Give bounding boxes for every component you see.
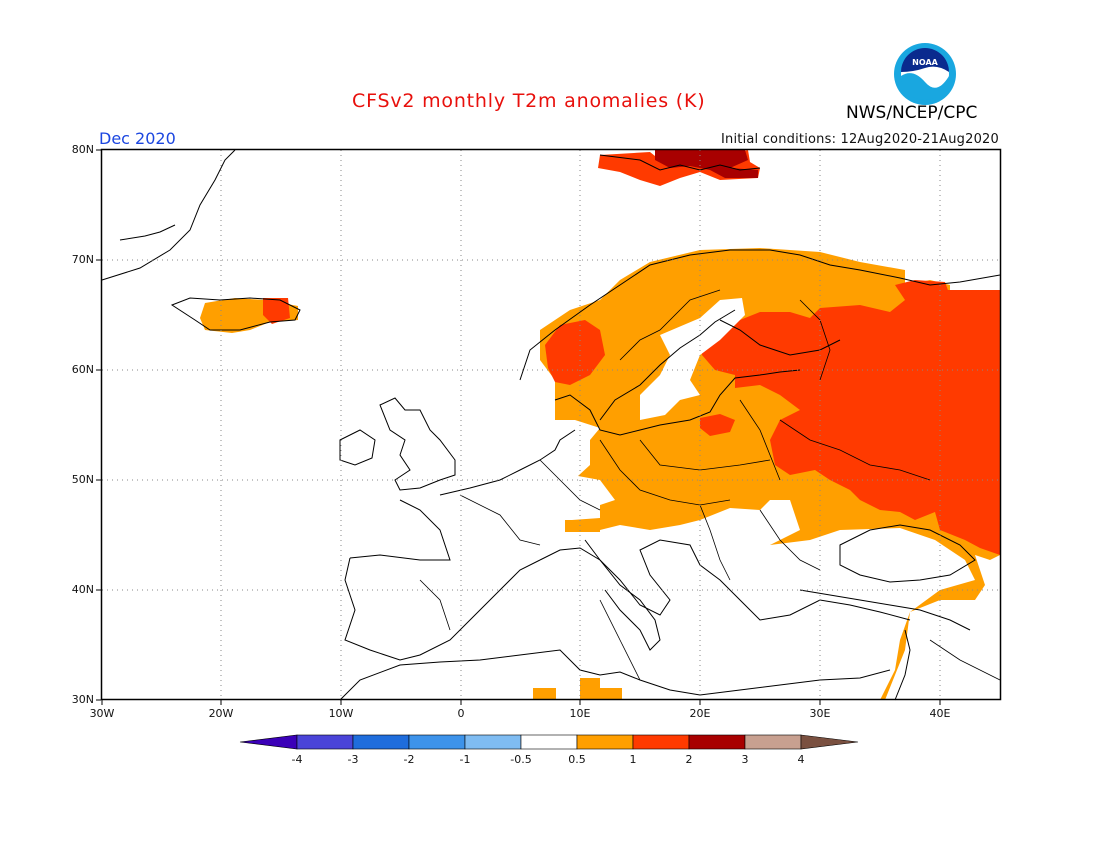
anomaly-area-iceland-east: [263, 298, 290, 324]
ireland-coast: [339, 429, 376, 466]
mediterranean-north: [539, 539, 911, 621]
lon-label-30w: 30W: [89, 707, 115, 720]
lat-label-70n: 70N: [71, 253, 94, 266]
coastlines: [101, 149, 1001, 701]
colorbar-label-0-5: 0.5: [568, 753, 586, 766]
lat-label-50n: 50N: [71, 473, 94, 486]
lat-label-30n: 30N: [71, 693, 94, 706]
turkey-coast: [799, 589, 971, 631]
initial-conditions-label: Initial conditions: 12Aug2020-21Aug2020: [720, 132, 999, 147]
anomaly-gap-balkans: [700, 500, 800, 545]
colorbar-label-3: 3: [741, 753, 749, 766]
colorbar-label-1: 1: [629, 753, 637, 766]
anomaly-area-russia-hot: [702, 290, 1000, 555]
lon-label-20w: 20W: [208, 707, 234, 720]
lat-label-80n: 80N: [71, 143, 94, 156]
lat-label-40n: 40N: [71, 583, 94, 596]
black-sea-coast: [839, 524, 976, 583]
levant-coast: [894, 629, 911, 701]
lon-label-0: 0: [457, 707, 465, 720]
norway-coast: [519, 249, 1001, 381]
lat-label-60n: 60N: [71, 363, 94, 376]
noaa-logo-text: NOAA: [912, 58, 938, 67]
map-title: CFSv2 monthly T2m anomalies (K): [352, 90, 706, 112]
greenland-coast: [101, 149, 236, 281]
agency-label: NWS/NCEP/CPC: [846, 103, 978, 123]
iberia-coast: [344, 557, 541, 661]
colorbar-label-minus-2: -2: [403, 753, 415, 766]
sweden-coast: [599, 309, 736, 421]
iceland-coast: [170, 297, 301, 331]
lon-label-10e: 10E: [569, 707, 591, 720]
map-frame: [100, 148, 1002, 701]
lon-label-30e: 30E: [809, 707, 831, 720]
lon-label-20e: 20E: [689, 707, 711, 720]
anomaly-area-baltic-hot: [700, 414, 735, 436]
anomaly-area-sardinia: [533, 688, 556, 700]
graticule: [102, 150, 1000, 700]
baltic-coast: [554, 369, 801, 436]
colorbar-label-2: 2: [685, 753, 693, 766]
lon-label-10w: 10W: [328, 707, 354, 720]
colorbar-label-minus-4: -4: [291, 753, 303, 766]
colorbar-label-minus-0-5: -0.5: [510, 753, 532, 766]
anomaly-shading: [200, 150, 1000, 700]
colorbar-label-minus-3: -3: [347, 753, 359, 766]
africa-coast: [339, 649, 891, 701]
anomaly-area-norway-hot: [545, 320, 605, 385]
noaa-logo-icon: NOAA: [894, 43, 956, 105]
biscay-coast: [349, 499, 451, 561]
france-coast: [439, 429, 576, 496]
anomaly-gap-sweden: [640, 298, 745, 420]
colorbar-label-minus-1: -1: [459, 753, 471, 766]
britain-coast: [379, 397, 456, 491]
anomaly-area-italy-north: [565, 520, 600, 532]
anomaly-area-svalbard-strong: [655, 150, 758, 178]
colorbar-label-4: 4: [797, 753, 805, 766]
anomaly-area-sicily: [580, 678, 622, 700]
country-borders: [419, 289, 1001, 681]
finland-coast: [719, 319, 841, 356]
axis-ticks: [96, 149, 941, 705]
svalbard-coast: [599, 154, 761, 171]
greenland-coast-2: [119, 224, 176, 241]
forecast-month-label: Dec 2020: [99, 129, 176, 148]
italy-coast: [584, 539, 661, 651]
anomaly-area-kola-hot: [895, 280, 950, 302]
lon-label-40e: 40E: [929, 707, 951, 720]
